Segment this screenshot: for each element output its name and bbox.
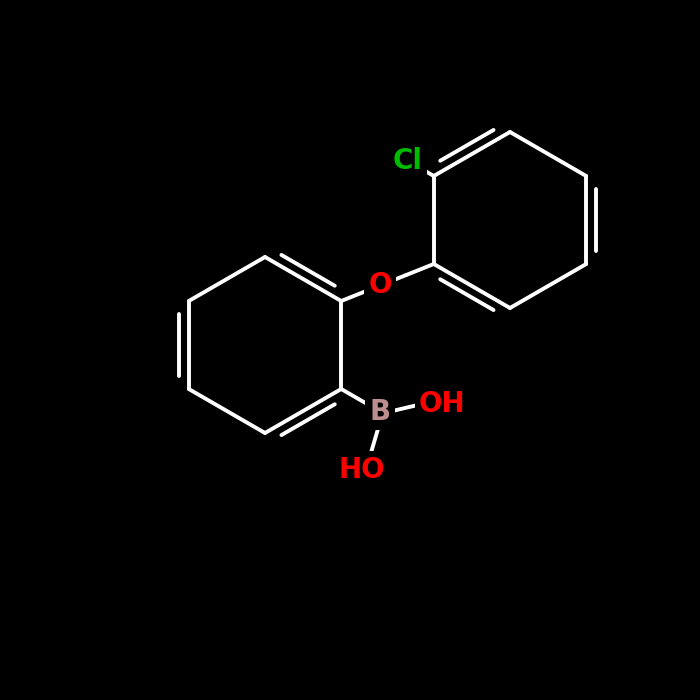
Text: HO: HO (339, 456, 386, 484)
Text: OH: OH (419, 389, 466, 417)
Text: Cl: Cl (393, 147, 423, 175)
Text: B: B (370, 398, 391, 426)
Text: O: O (368, 272, 392, 300)
